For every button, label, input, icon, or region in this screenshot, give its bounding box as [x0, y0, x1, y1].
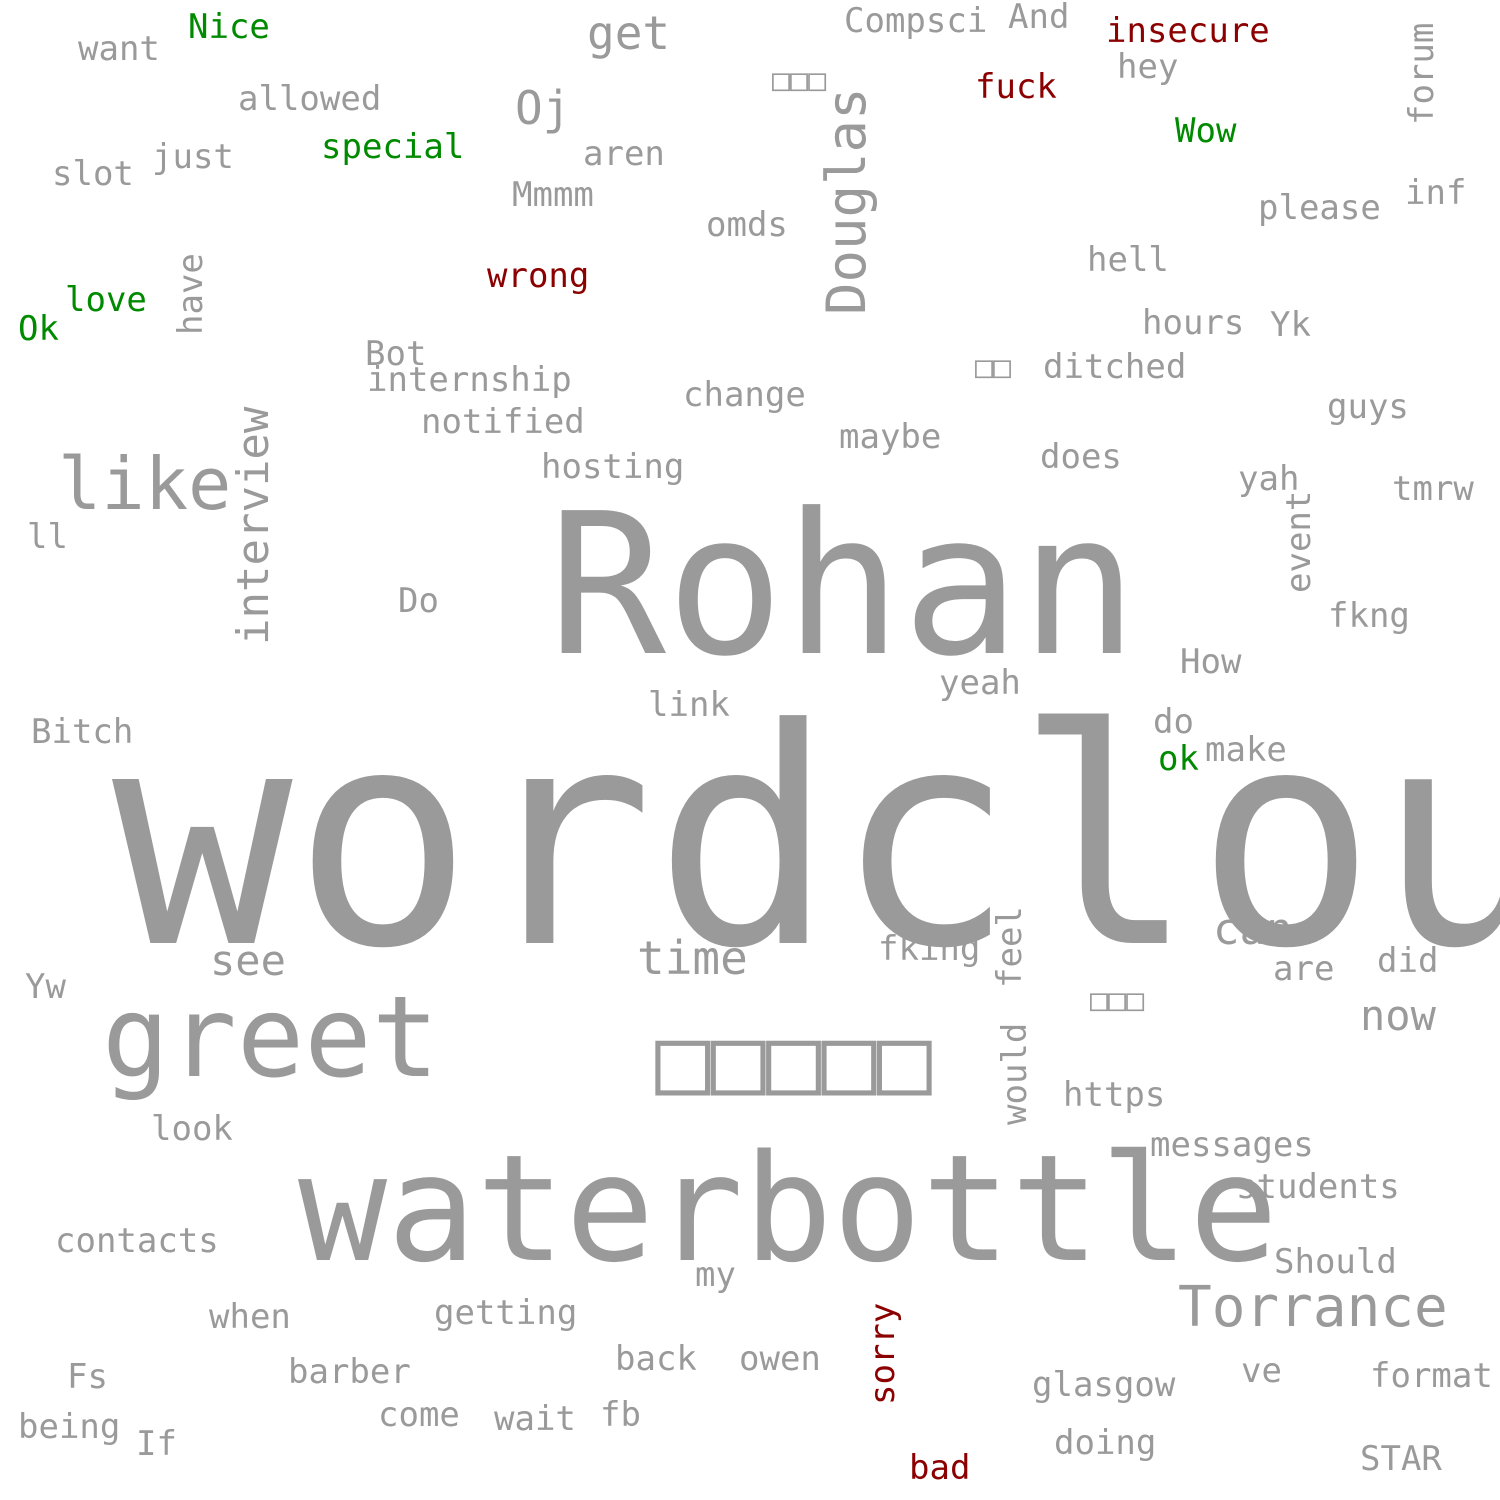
word-wow: Wow	[1175, 111, 1237, 151]
word-do-lower: do	[1153, 702, 1194, 742]
word-inf: inf	[1405, 173, 1467, 213]
word-hey: hey	[1117, 47, 1179, 87]
word-aren: aren	[583, 134, 665, 174]
word-get: get	[587, 6, 671, 60]
word-waterbottle: waterbottle	[298, 1123, 1279, 1295]
word-wrong: wrong	[487, 256, 590, 296]
word-ditched: ditched	[1043, 347, 1187, 387]
word-tmrw: tmrw	[1392, 469, 1474, 509]
word-would: would	[995, 1022, 1035, 1125]
word-owen: owen	[739, 1339, 821, 1379]
word-allowed: allowed	[238, 79, 382, 119]
word-slot: slot	[52, 154, 134, 194]
word-fb: fb	[600, 1395, 641, 1435]
word-fs: Fs	[67, 1357, 108, 1397]
word-yah: yah	[1238, 459, 1300, 499]
word-mmmm: Mmmm	[512, 175, 594, 215]
word-internship: internship	[367, 360, 572, 400]
word-wait: wait	[494, 1399, 576, 1439]
word-ve: ve	[1241, 1351, 1282, 1391]
word-glasgow: glasgow	[1032, 1365, 1176, 1405]
word-when: when	[209, 1297, 291, 1337]
word-yw: Yw	[25, 967, 66, 1007]
word-ok-lower: ok	[1158, 739, 1199, 779]
word-ll: ll	[27, 517, 68, 557]
word-are: are	[1273, 949, 1335, 989]
word-change: change	[683, 375, 806, 415]
word-nice: Nice	[188, 7, 270, 47]
word-link: link	[648, 685, 730, 725]
word-please: please	[1258, 188, 1381, 228]
word-and: And	[1008, 0, 1070, 37]
word-notified: notified	[421, 402, 585, 442]
word-star: STAR	[1360, 1439, 1442, 1479]
word-messages: messages	[1150, 1125, 1314, 1165]
word-come: come	[378, 1395, 460, 1435]
word-time: time	[637, 931, 748, 985]
word-how: How	[1180, 642, 1242, 682]
word-cjk-small-2: □□	[975, 350, 1012, 385]
word-maybe: maybe	[839, 417, 942, 457]
word-hours: hours	[1142, 303, 1245, 343]
word-do-upper: Do	[398, 581, 439, 621]
word-ok-upper: Ok	[18, 309, 59, 349]
word-cjk-large: □□□□□	[655, 1007, 932, 1114]
word-format: format	[1370, 1356, 1493, 1396]
word-look: look	[151, 1109, 233, 1149]
word-does: does	[1040, 437, 1122, 477]
word-contacts: contacts	[55, 1221, 219, 1261]
word-forum: forum	[1402, 22, 1442, 125]
word-guys: guys	[1327, 387, 1409, 427]
word-being: being	[18, 1407, 121, 1447]
word-rohan: Rohan	[548, 472, 1139, 700]
word-if: If	[136, 1424, 177, 1464]
word-event: event	[1279, 490, 1319, 593]
word-hell: hell	[1087, 240, 1169, 280]
word-just: just	[152, 137, 234, 177]
word-torrance: Torrance	[1178, 1275, 1448, 1340]
word-like: like	[58, 442, 232, 526]
word-bad: bad	[909, 1448, 971, 1488]
word-should: Should	[1274, 1242, 1397, 1282]
word-students: students	[1236, 1167, 1400, 1207]
word-have: have	[171, 253, 211, 335]
word-make: make	[1205, 730, 1287, 770]
word-cjk-small-3: □□□	[1090, 983, 1145, 1018]
word-feel: feel	[990, 906, 1030, 988]
word-did: did	[1377, 941, 1439, 981]
word-getting: getting	[434, 1293, 578, 1333]
word-douglas: Douglas	[815, 87, 878, 315]
word-oj: Oj	[515, 81, 571, 135]
word-interview: interview	[228, 406, 279, 645]
word-my: my	[695, 1255, 736, 1295]
word-want: want	[78, 29, 160, 69]
word-compsci: Compsci	[844, 1, 988, 41]
word-yk: Yk	[1270, 305, 1311, 345]
word-special: special	[321, 127, 465, 167]
word-back: back	[615, 1339, 697, 1379]
word-https: https	[1063, 1075, 1166, 1115]
word-hosting: hosting	[541, 447, 685, 487]
word-doing: doing	[1054, 1423, 1157, 1463]
word-barber: barber	[288, 1352, 411, 1392]
word-cjk-small-1: □□□	[772, 63, 827, 98]
word-now: now	[1360, 991, 1436, 1040]
word-bitch: Bitch	[31, 712, 134, 752]
word-fking: fking	[878, 929, 981, 969]
word-fkng: fkng	[1328, 596, 1410, 636]
word-see: see	[210, 936, 286, 985]
word-sorry: sorry	[863, 1302, 903, 1405]
word-greet: greet	[102, 973, 440, 1103]
word-yeah: yeah	[939, 663, 1021, 703]
word-wordcloud: wordcloud	[112, 665, 1500, 1014]
word-bot: Bot	[365, 334, 427, 374]
word-love: love	[65, 280, 147, 320]
word-omds: omds	[706, 205, 788, 245]
word-fuck: fuck	[975, 67, 1057, 107]
word-can: can	[1213, 904, 1293, 955]
word-insecure: insecure	[1106, 11, 1270, 51]
